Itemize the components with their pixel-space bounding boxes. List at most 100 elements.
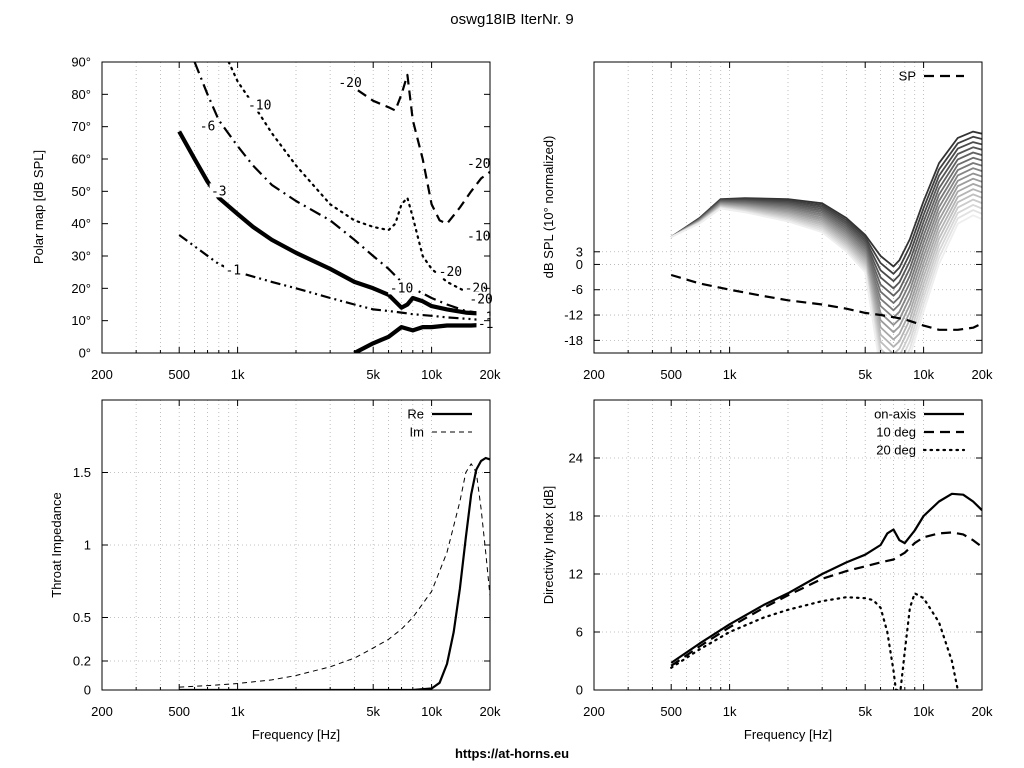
y-tick-label: 0: [576, 257, 583, 272]
contour-label-bg: [209, 183, 228, 198]
y-tick-label: 30°: [71, 249, 91, 264]
contour-label-bg: [465, 228, 493, 243]
polar-ticks: 200 500 1k 5k 10k 20k 0° 10° 20° 30° 40° 50° 60° 70° 8…: [71, 55, 501, 383]
spl-plot: [670, 130, 982, 353]
contour-label: -20: [469, 293, 492, 308]
y-tick-label: -6: [571, 282, 583, 297]
impedance-im-line: [179, 463, 490, 688]
x-tick-label: 5k: [366, 704, 380, 719]
y-tick-label: 6: [576, 625, 583, 640]
y-tick-label: 70°: [71, 119, 91, 134]
impedance-legend: Re Im: [407, 407, 472, 440]
polar-grid: [135, 62, 433, 353]
x-tick-label: 5k: [858, 367, 872, 382]
contour-line: [193, 62, 490, 316]
legend-label: 20 deg: [876, 443, 916, 458]
y-tick-label: 0.2: [73, 654, 91, 669]
contour-label: -20: [439, 265, 462, 280]
x-tick-label: 10k: [913, 367, 934, 382]
directivity-ticks: 200 500 1k 5k 10k 20k 0 6 12 18 24: [569, 400, 993, 719]
spl-panel: 200 500 1k 5k 10k 20k 30 -6 -12 -18 SP dB SPL (10…: [541, 61, 993, 382]
figure-title: oswg18IB IterNr. 9: [450, 11, 573, 28]
y-tick-label: 80°: [71, 87, 91, 102]
x-tick-label: 10k: [421, 704, 442, 719]
impedance-re-line: [179, 456, 490, 690]
x-tick-label: 20k: [480, 704, 501, 719]
x-tick-label: 20k: [480, 367, 501, 382]
impedance-ticks: 200 500 1k 5k 10k 20k 0 0.2 0.5 1 1.5: [73, 400, 501, 719]
x-tick-label: 1k: [231, 704, 245, 719]
impedance-xlabel: Frequency [Hz]: [252, 727, 340, 742]
spl-angle-curve: [670, 207, 982, 353]
x-tick-label: 1k: [723, 367, 737, 382]
contour-label: -10: [248, 99, 271, 114]
x-tick-label: 200: [91, 367, 113, 382]
contour-label-bg: [198, 118, 217, 133]
directivity-series-line: [670, 531, 982, 667]
legend-label: Im: [410, 425, 424, 440]
x-tick-label: 500: [660, 367, 682, 382]
legend-label: Re: [407, 407, 424, 422]
x-tick-label: 200: [91, 704, 113, 719]
y-tick-label: 18: [569, 509, 583, 524]
contour-label: -3: [211, 184, 227, 199]
x-tick-label: 500: [660, 704, 682, 719]
contour-line: [353, 322, 490, 353]
x-tick-label: 1k: [723, 704, 737, 719]
polar-plot: [177, 62, 490, 353]
y-tick-label: -12: [564, 308, 583, 323]
x-tick-label: 1k: [231, 367, 245, 382]
y-tick-label: 1: [84, 538, 91, 553]
contour-label: -10: [467, 230, 490, 245]
sp-series-line: [670, 273, 982, 331]
contour-line: [342, 73, 490, 225]
y-tick-label: 3: [576, 244, 583, 259]
y-tick-label: 20°: [71, 281, 91, 296]
y-tick-label: -18: [564, 333, 583, 348]
directivity-series-line: [670, 492, 982, 664]
spl-legend: SP: [899, 69, 964, 84]
footer-url[interactable]: https://at-horns.eu: [455, 746, 569, 761]
y-tick-label: 0: [576, 683, 583, 698]
directivity-grid: [594, 400, 982, 690]
x-tick-label: 10k: [913, 704, 934, 719]
polar-ylabel: Polar map [dB SPL]: [31, 150, 46, 264]
y-tick-label: 90°: [71, 55, 91, 70]
contour-label: -20: [467, 157, 490, 172]
y-tick-label: 1.5: [73, 465, 91, 480]
directivity-series-line: [670, 592, 959, 690]
x-tick-label: 200: [583, 704, 605, 719]
contour-label-bg: [467, 291, 495, 306]
y-tick-label: 50°: [71, 184, 91, 199]
x-tick-label: 10k: [421, 367, 442, 382]
legend-label: on-axis: [874, 407, 916, 422]
polar-frame: [101, 61, 491, 354]
impedance-grid: [102, 400, 490, 690]
y-tick-label: 60°: [71, 152, 91, 167]
contour-label: -1: [478, 317, 494, 332]
contour-label-bg: [437, 264, 464, 279]
impedance-panel: 200 500 1k 5k 10k 20k 0 0.2 0.5 1 1.5 Re Im Throat …: [49, 399, 501, 742]
legend-label: 10 deg: [876, 425, 916, 440]
contour-label-bg: [246, 97, 274, 112]
y-tick-label: 0°: [79, 346, 91, 361]
contour-label-bg: [463, 280, 490, 295]
contour-label: -6: [200, 120, 216, 135]
y-tick-label: 12: [569, 567, 583, 582]
polar-contour-labels: -1-3-6-10-20-20-10-20-10-20-20-1-1: [198, 75, 495, 332]
contour-label: -1: [225, 264, 241, 279]
x-tick-label: 20k: [972, 704, 993, 719]
x-tick-label: 500: [168, 367, 190, 382]
x-tick-label: 200: [583, 367, 605, 382]
directivity-plot: [670, 492, 982, 690]
contour-label: -10: [390, 281, 413, 296]
y-tick-label: 10°: [71, 313, 91, 328]
contour-line: [177, 130, 490, 317]
spl-grid: [594, 62, 982, 353]
spl-ticks: 200 500 1k 5k 10k 20k 30 -6 -12 -18: [564, 62, 993, 382]
y-tick-label: 0: [84, 683, 91, 698]
x-tick-label: 500: [168, 704, 190, 719]
directivity-legend: on-axis 10 deg 20 deg: [874, 407, 966, 458]
